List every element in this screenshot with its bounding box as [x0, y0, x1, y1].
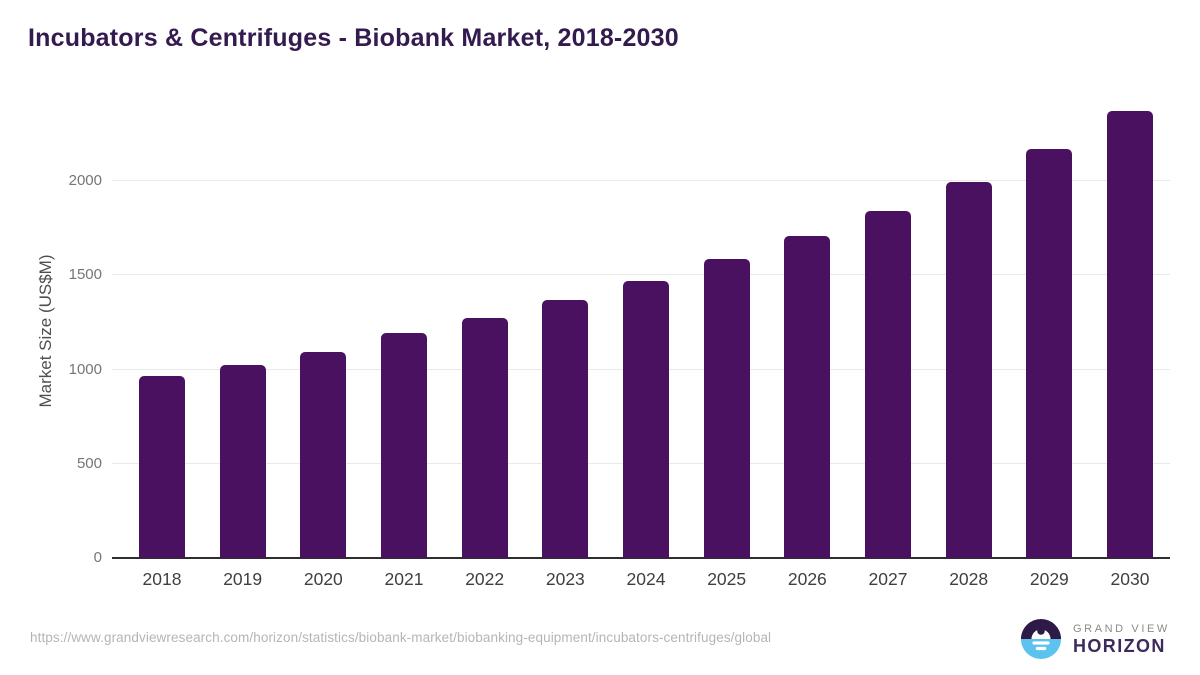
x-tick-2019: 2019	[223, 569, 263, 589]
bar-2025[interactable]	[703, 259, 750, 558]
x-tick-2021: 2021	[384, 569, 424, 589]
logo-brand-bottom: HORIZON	[1073, 636, 1166, 656]
bar-2018[interactable]	[139, 376, 185, 558]
x-tick-2030: 2030	[1110, 569, 1150, 589]
bar-2019[interactable]	[219, 364, 266, 558]
chart-title: Incubators & Centrifuges - Biobank Marke…	[28, 24, 679, 52]
y-tick-500: 500	[76, 454, 102, 472]
x-axis-baseline	[112, 557, 1170, 559]
bar-2027[interactable]	[865, 211, 911, 558]
gridline-2000	[112, 180, 1170, 181]
y-tick-1500: 1500	[68, 266, 102, 284]
x-tick-2025: 2025	[707, 569, 747, 589]
y-tick-2000: 2000	[68, 172, 102, 189]
y-axis-tick-labels: 0 500 1000 1500 2000	[20, 104, 102, 566]
x-tick-2026: 2026	[787, 569, 827, 589]
y-tick-0: 0	[93, 549, 102, 566]
x-tick-2018: 2018	[142, 569, 182, 589]
bar-2026[interactable]	[784, 235, 831, 558]
bar-2020[interactable]	[300, 351, 347, 558]
x-tick-2022: 2022	[465, 569, 505, 589]
gridline-1500	[112, 274, 1170, 276]
bar-2023[interactable]	[542, 299, 589, 558]
y-tick-1000: 1000	[68, 360, 102, 378]
x-tick-2024: 2024	[626, 569, 666, 589]
x-tick-2023: 2023	[545, 569, 585, 589]
bar-2028[interactable]	[945, 181, 992, 558]
x-tick-2028: 2028	[949, 569, 989, 589]
bar-2021[interactable]	[381, 332, 427, 558]
x-tick-2029: 2029	[1029, 569, 1069, 589]
x-axis-tick-labels: 2018 2019 2020 2021 2022 2023 2024 2025 2026 2027…	[0, 567, 1200, 591]
logo-wordmark: GRAND VIEW HORIZON	[1073, 622, 1170, 656]
grand-view-horizon-logo[interactable]: GRAND VIEW HORIZON	[1020, 618, 1170, 660]
bar-2022[interactable]	[461, 317, 508, 558]
bar-2029[interactable]	[1026, 148, 1073, 558]
source-url: https://www.grandviewresearch.com/horizo…	[30, 630, 772, 645]
bar-2030[interactable]	[1107, 111, 1153, 558]
x-tick-2020: 2020	[303, 569, 343, 589]
x-tick-2027: 2027	[868, 569, 908, 589]
horizon-sun-icon	[1020, 618, 1062, 660]
logo-brand-top: GRAND VIEW	[1073, 623, 1170, 635]
bar-2024[interactable]	[623, 280, 669, 558]
plot-area	[112, 104, 1170, 559]
